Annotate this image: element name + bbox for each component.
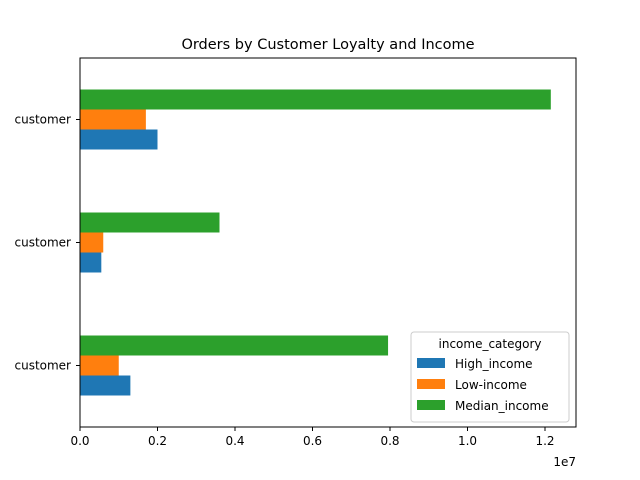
bars-layer xyxy=(80,89,551,396)
x-tick-label: 0.0 xyxy=(70,434,89,448)
legend-swatch-low-income xyxy=(417,379,445,389)
legend-frame xyxy=(410,331,570,423)
bar-high-income-3 xyxy=(80,375,131,396)
legend-swatch-high-income xyxy=(417,358,445,368)
x-axis: 0.0 0.2 0.4 0.6 0.8 1.0 1.2 xyxy=(70,427,555,448)
legend-title: income_category xyxy=(439,337,542,351)
bar-median-income-2 xyxy=(80,212,220,233)
chart-title: Orders by Customer Loyalty and Income xyxy=(181,37,474,53)
bar-high-income-2 xyxy=(80,252,102,273)
x-tick-label: 0.4 xyxy=(225,434,244,448)
x-tick-label: 0.2 xyxy=(148,434,167,448)
x-tick-label: 1.0 xyxy=(458,434,477,448)
legend-swatch-median-income xyxy=(417,400,445,410)
y-tick-label: customer xyxy=(14,359,71,373)
bar-low-income-1 xyxy=(80,109,146,130)
bar-low-income-2 xyxy=(80,232,104,253)
bar-high-income-1 xyxy=(80,129,158,150)
y-tick-label: customer xyxy=(14,236,71,250)
legend-label: Low-income xyxy=(455,378,527,392)
bar-median-income-3 xyxy=(80,335,389,356)
y-tick-label: customer xyxy=(14,113,71,127)
x-tick-label: 0.6 xyxy=(303,434,322,448)
legend: income_category High_income Low-income Med… xyxy=(410,331,570,423)
legend-label: High_income xyxy=(455,357,533,371)
bar-low-income-3 xyxy=(80,355,119,376)
x-axis-scale-label: 1e7 xyxy=(553,455,576,469)
x-tick-label: 1.2 xyxy=(535,434,554,448)
x-tick-label: 0.8 xyxy=(380,434,399,448)
bar-median-income-1 xyxy=(80,89,551,110)
legend-label: Median_income xyxy=(455,399,549,413)
y-axis: customer customer customer xyxy=(14,113,80,373)
